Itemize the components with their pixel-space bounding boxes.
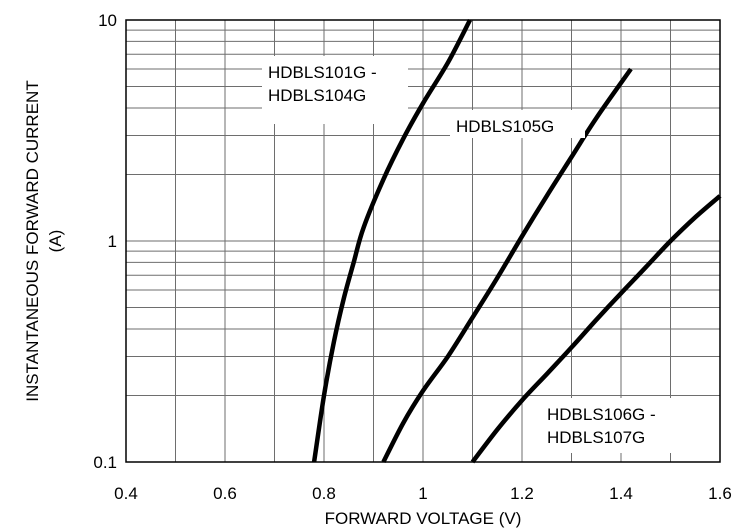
- x-tick-label: 0.4: [114, 484, 138, 503]
- x-tick-labels: 0.4 0.6 0.8 1 1.2 1.4 1.6: [114, 484, 732, 503]
- series-label-1-line-2: HDBLS104G: [268, 86, 366, 105]
- y-tick-label: 10: [98, 11, 117, 30]
- x-tick-label: 0.6: [213, 484, 237, 503]
- y-tick-label: 1: [108, 232, 117, 251]
- y-tick-label: 0.1: [93, 453, 117, 472]
- series-label-3-line-2: HDBLS107G: [547, 428, 645, 447]
- series-label-1-line-1: HDBLS101G -: [268, 63, 377, 82]
- curves: [311, 18, 722, 464]
- series-label-2-line-1: HDBLS105G: [456, 117, 554, 136]
- y-axis-title-line-1: INSTANTANEOUS FORWARD CURRENT: [23, 80, 42, 401]
- series-line-1: [311, 18, 472, 463]
- series-line-2: [381, 67, 633, 464]
- series-label-3-line-1: HDBLS106G -: [547, 405, 656, 424]
- series-label-background: [262, 56, 408, 124]
- series-labels: HDBLS101G - HDBLS104G HDBLS105G HDBLS106G -…: [262, 56, 694, 453]
- x-tick-label: 1.4: [609, 484, 633, 503]
- series-line-3: [470, 194, 722, 464]
- grid: [126, 20, 720, 462]
- y-axis-title-line-2: (A): [46, 230, 65, 253]
- series-label-background: [541, 398, 694, 453]
- x-tick-label: 1.6: [708, 484, 732, 503]
- x-tick-label: 0.8: [312, 484, 336, 503]
- x-axis-title: FORWARD VOLTAGE (V): [325, 509, 522, 528]
- plot-frame: [125, 19, 721, 463]
- series-label-background: [450, 110, 585, 138]
- x-tick-label: 1: [418, 484, 427, 503]
- x-tick-label: 1.2: [510, 484, 534, 503]
- y-tick-labels: 0.1 1 10: [93, 11, 117, 472]
